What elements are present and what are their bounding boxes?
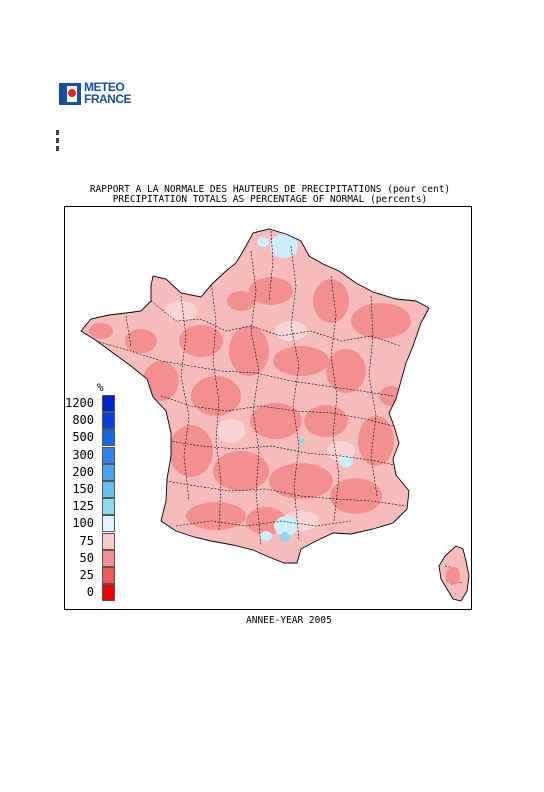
legend-label: 25: [79, 568, 94, 582]
title-english: PRECIPITATION TOTALS AS PERCENTAGE OF NO…: [112, 194, 428, 205]
meteo-france-logo: METEO FRANCE: [59, 81, 143, 107]
map-caption: ANNEE-YEAR 2005: [246, 615, 332, 626]
legend-label: 1200: [65, 396, 94, 410]
legend-row: 200: [60, 463, 115, 481]
legend-row: 1200: [60, 395, 115, 412]
legend-row: 150: [60, 481, 115, 498]
logo-line-2: FRANCE: [84, 92, 132, 106]
legend-row: 75: [60, 532, 115, 550]
mark: [56, 138, 59, 143]
logo-line-1: METEO: [84, 80, 125, 94]
legend-unit: %: [97, 381, 104, 394]
registration-marks: [56, 130, 60, 154]
legend-label: 0: [86, 585, 94, 600]
department-borders: [95, 230, 407, 547]
legend-label: 150: [72, 482, 94, 496]
title-french: RAPPORT A LA NORMALE DES HAUTEURS DE PRE…: [89, 184, 451, 195]
legend-swatch: [102, 515, 115, 533]
legend-swatch: [102, 498, 115, 516]
legend-label: 100: [72, 516, 94, 531]
legend-swatch: [102, 567, 115, 584]
legend-swatch: [102, 532, 115, 550]
logo-wordmark: METEO FRANCE: [84, 80, 132, 106]
legend-label: 50: [79, 550, 94, 565]
legend-row: 100: [60, 515, 115, 533]
wetter-patches: [280, 438, 304, 542]
map-patches: [89, 230, 416, 547]
legend-swatch: [102, 412, 115, 430]
legend-label: 125: [72, 499, 94, 514]
legend-row: 500: [60, 429, 115, 447]
meteo-france-logo-icon: [59, 83, 81, 105]
mark: [56, 146, 59, 151]
legend-row: 300: [60, 446, 115, 464]
legend-swatch: [102, 395, 115, 412]
legend-swatch: [102, 481, 115, 498]
legend-row: 50: [60, 549, 115, 567]
map-frame: [64, 206, 472, 610]
legend-swatch: [102, 429, 115, 447]
dry-patches: [89, 277, 411, 535]
legend-label: 800: [72, 413, 94, 428]
france-precipitation-map: [80, 228, 470, 602]
legend-swatch: [102, 463, 115, 481]
legend-row: 0: [60, 584, 115, 602]
legend-label: 300: [72, 447, 94, 462]
legend-row: 800: [60, 412, 115, 430]
legend-label: 500: [72, 430, 94, 445]
mark: [56, 130, 59, 135]
legend-label: 200: [72, 464, 94, 479]
legend-row: 25: [60, 567, 115, 584]
legend-swatch: [102, 549, 115, 567]
legend-label: 75: [79, 533, 94, 548]
legend-swatch: [102, 446, 115, 464]
legend-swatch: [102, 584, 115, 602]
corsica-dry-patch: [446, 567, 460, 585]
legend-row: 125: [60, 498, 115, 516]
